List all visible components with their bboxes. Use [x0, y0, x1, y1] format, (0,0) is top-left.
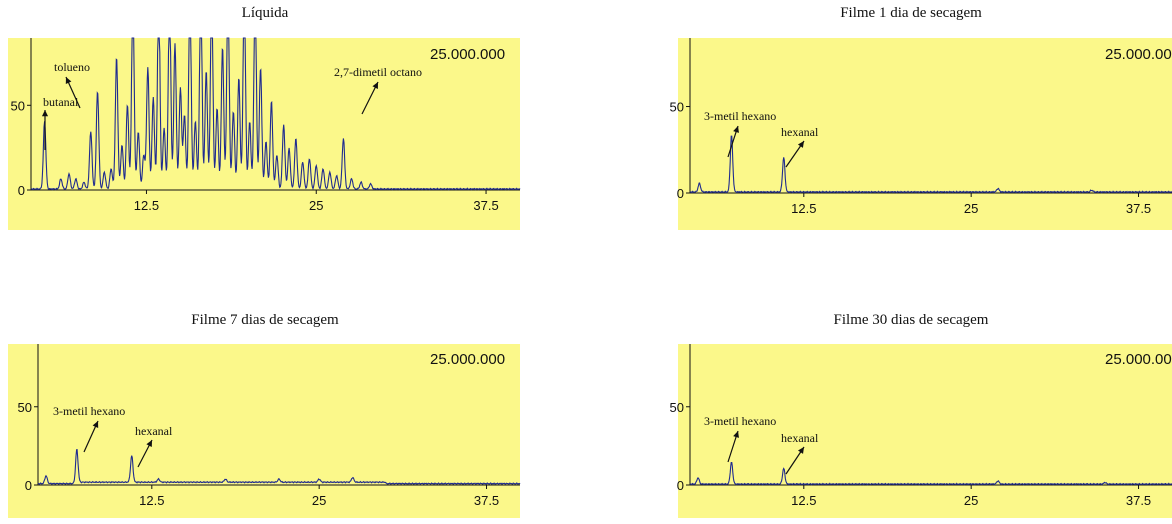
x-tick-label: 12.5: [139, 493, 164, 508]
chart-filme-7-dias: Filme 7 dias de secagem 12.5 25 37.5 0 50 25.…: [0, 312, 530, 524]
y-tick-label: 0: [25, 478, 32, 493]
chart-filme-1-dia: Filme 1 dia de secagem 12.5 25 37.5 0 50 25.0…: [650, 5, 1172, 240]
annotation-label: hexanal: [781, 125, 819, 139]
plot-area: [8, 38, 520, 230]
arrow-head: [372, 82, 378, 89]
chart-title: Líquida: [241, 5, 289, 21]
plot-area: [678, 38, 1172, 230]
y-tick-label: 50: [670, 100, 684, 115]
scale-label: 25.000.000: [1105, 351, 1172, 368]
annotation-label: tolueno: [54, 60, 90, 74]
arrow-head: [146, 440, 152, 447]
chart-svg: 12.5 25 37.5 0 50 25.000.000 3-metil hexano hex…: [8, 344, 521, 518]
x-tick-label: 37.5: [473, 198, 498, 213]
arrow-head: [41, 110, 49, 117]
x-tick-label: 12.5: [791, 201, 816, 216]
plot-area: [8, 344, 520, 518]
annotation-label: 3-metil hexano: [704, 109, 776, 123]
chart-svg: 12.5 25 37.5 0 50 25.000.000 3-metil hexano hex…: [670, 344, 1172, 518]
series-line: [37, 448, 521, 486]
y-tick-label: 0: [677, 186, 684, 201]
annotation-label: 2,7-dimetil octano: [334, 65, 422, 79]
arrow-head: [797, 141, 804, 148]
y-tick-label: 50: [11, 98, 25, 113]
x-tick-label: 25: [309, 198, 323, 213]
annotation-label: hexanal: [781, 431, 819, 445]
annotation-label: hexanal: [135, 424, 173, 438]
y-tick-label: 50: [670, 400, 684, 415]
scale-label: 25.000.000: [430, 46, 505, 63]
chart-title: Filme 1 dia de secagem: [840, 5, 982, 21]
chart-svg: 12.5 25 37.5 0 50 25.000.000 butanal tolueno 2,7…: [8, 37, 521, 230]
arrow-head: [797, 447, 804, 454]
chart-svg: 12.5 25 37.5 0 50 25.000.000 3-metil hexano hex…: [670, 38, 1172, 230]
x-tick-label: 25: [964, 493, 978, 508]
annotation-label: butanal: [43, 95, 79, 109]
y-tick-label: 0: [677, 478, 684, 493]
annotation-label: 3-metil hexano: [53, 404, 125, 418]
x-tick-label: 12.5: [791, 493, 816, 508]
arrow-head: [92, 421, 99, 428]
y-tick-label: 0: [18, 183, 25, 198]
chart-title: Filme 7 dias de secagem: [191, 312, 339, 328]
x-tick-label: 37.5: [1126, 493, 1151, 508]
x-tick-label: 37.5: [1126, 201, 1151, 216]
x-tick-label: 25: [312, 493, 326, 508]
chart-liquida: Líquida 12.5 25 37.5 0 50 25.000.000 butanal to…: [0, 5, 530, 235]
chart-filme-30-dias: Filme 30 dias de secagem 12.5 25 37.5 0 50 25…: [650, 312, 1172, 524]
x-tick-label: 12.5: [134, 198, 159, 213]
annotation-label: 3-metil hexano: [704, 414, 776, 428]
series-line: [30, 37, 521, 191]
plot-area: [678, 344, 1172, 518]
arrow-head: [733, 126, 739, 133]
chart-title: Filme 30 dias de secagem: [833, 312, 989, 328]
y-tick-label: 50: [18, 400, 32, 415]
series-line: [689, 462, 1172, 486]
scale-label: 25.000.000: [1105, 46, 1172, 63]
x-tick-label: 37.5: [474, 493, 499, 508]
x-tick-label: 25: [964, 201, 978, 216]
arrow-head: [733, 431, 739, 438]
arrow-head: [65, 77, 72, 84]
series-line: [689, 135, 1172, 194]
scale-label: 25.000.000: [430, 351, 505, 368]
